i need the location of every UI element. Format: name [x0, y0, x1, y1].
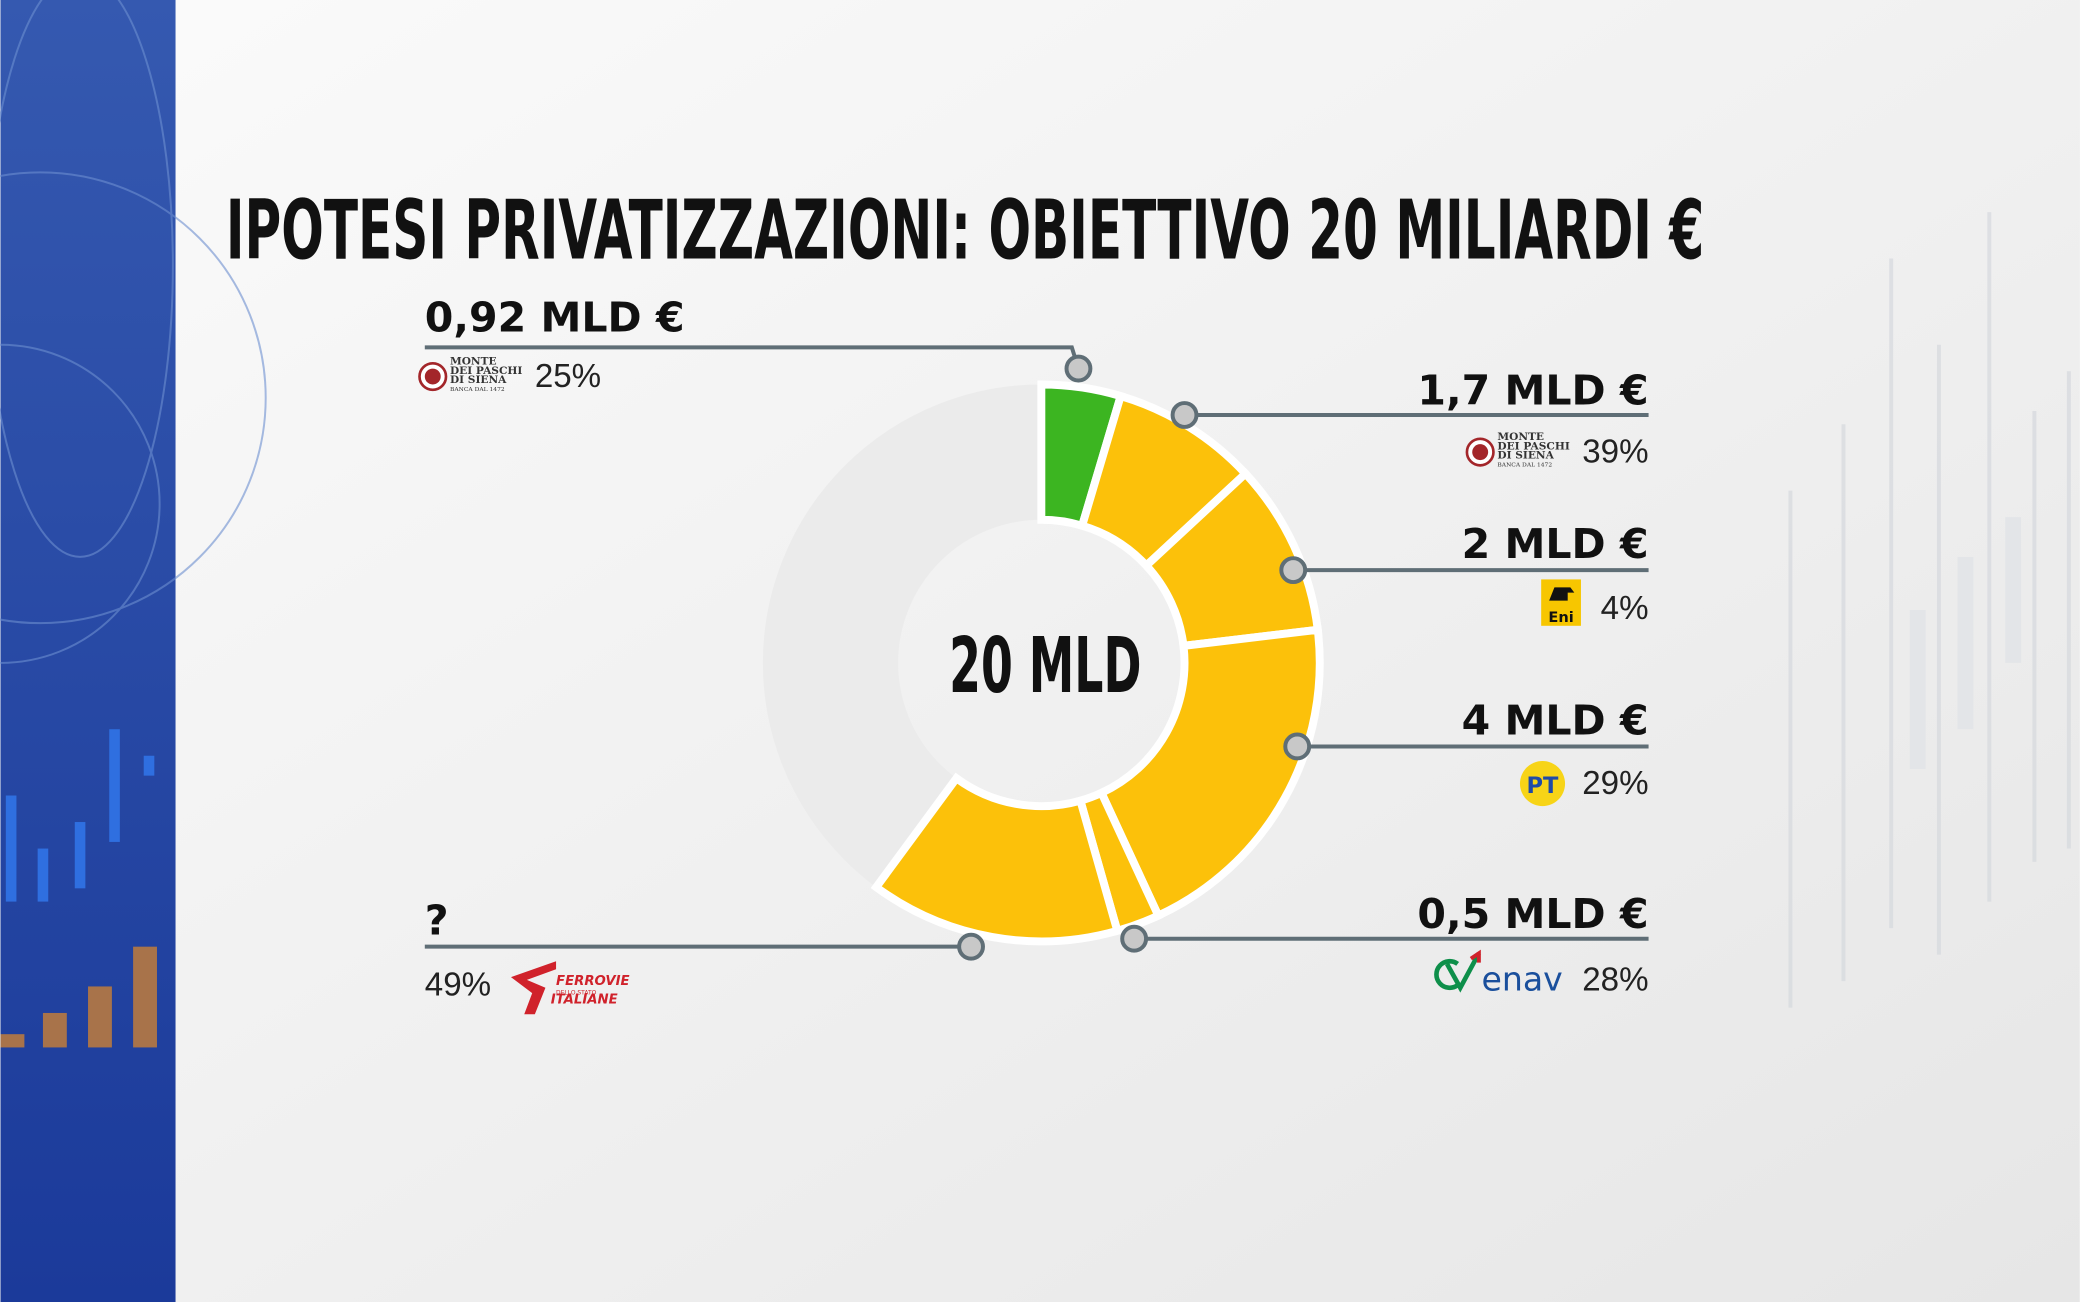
stake-label: 39% — [1582, 434, 1648, 471]
leader-dot — [1120, 924, 1149, 953]
logo-mark — [510, 961, 557, 1015]
logo-text: Eni — [1548, 609, 1573, 626]
logo-text: DI SIENA — [450, 374, 507, 386]
background-decoration — [1788, 212, 2071, 1008]
leader-dot — [1170, 401, 1199, 429]
side-bars — [0, 729, 157, 1048]
logo-text: BANCA DAL 1472 — [1497, 462, 1552, 469]
value-label: ? — [425, 897, 449, 945]
stake-label: 25% — [535, 358, 601, 395]
leader-dot — [1283, 732, 1312, 761]
value-label: 1,7 MLD € — [1417, 366, 1648, 414]
logo-text: DELLO STATO — [556, 989, 597, 996]
value-label: 2 MLD € — [1462, 520, 1649, 568]
logo-text: MONTE — [1497, 431, 1544, 443]
value-label: 0,5 MLD € — [1417, 890, 1648, 938]
chart-title: IPOTESI PRIVATIZZAZIONI: OBIETTIVO 20 MI… — [226, 184, 1704, 279]
logo-text: PT — [1527, 773, 1560, 799]
stake-label: 4% — [1601, 590, 1649, 627]
logo-text: DI SIENA — [1497, 450, 1554, 462]
logo-text: MONTE — [450, 356, 497, 368]
company-logo: enav — [1434, 949, 1563, 998]
logo-emblem — [1472, 444, 1489, 461]
logo-mark — [1434, 952, 1481, 993]
stake-label: 29% — [1582, 765, 1648, 802]
center-label: 20 MLD — [949, 622, 1141, 711]
logo-emblem — [424, 368, 441, 385]
donut-segment — [870, 772, 1123, 946]
leader-dot — [957, 932, 985, 961]
logo-text: DEI PASCHI — [450, 365, 522, 377]
stake-label: 28% — [1582, 961, 1648, 998]
side-panel — [0, 0, 176, 1302]
stake-label: 49% — [425, 967, 491, 1004]
side-decoration — [0, 0, 267, 664]
leader-dot — [1279, 556, 1308, 585]
logo-text: FERROVIE — [556, 974, 630, 989]
donut-segment — [1096, 625, 1324, 921]
logo-circle — [1519, 761, 1566, 807]
logo-text: enav — [1482, 959, 1563, 998]
leader-dot — [1064, 354, 1093, 383]
logo-text: BANCA DAL 1472 — [450, 386, 505, 393]
logo-box — [1541, 579, 1581, 626]
value-label: 4 MLD € — [1462, 697, 1649, 745]
company-logo: PT — [1519, 761, 1566, 807]
value-label: 0,92 MLD € — [425, 293, 685, 341]
company-logo: Eni — [1541, 579, 1581, 626]
logo-text: DEI PASCHI — [1497, 440, 1569, 452]
logo-text: ITALIANE — [551, 993, 618, 1008]
logo-mark — [1469, 949, 1481, 963]
logo-dog — [1549, 587, 1575, 601]
